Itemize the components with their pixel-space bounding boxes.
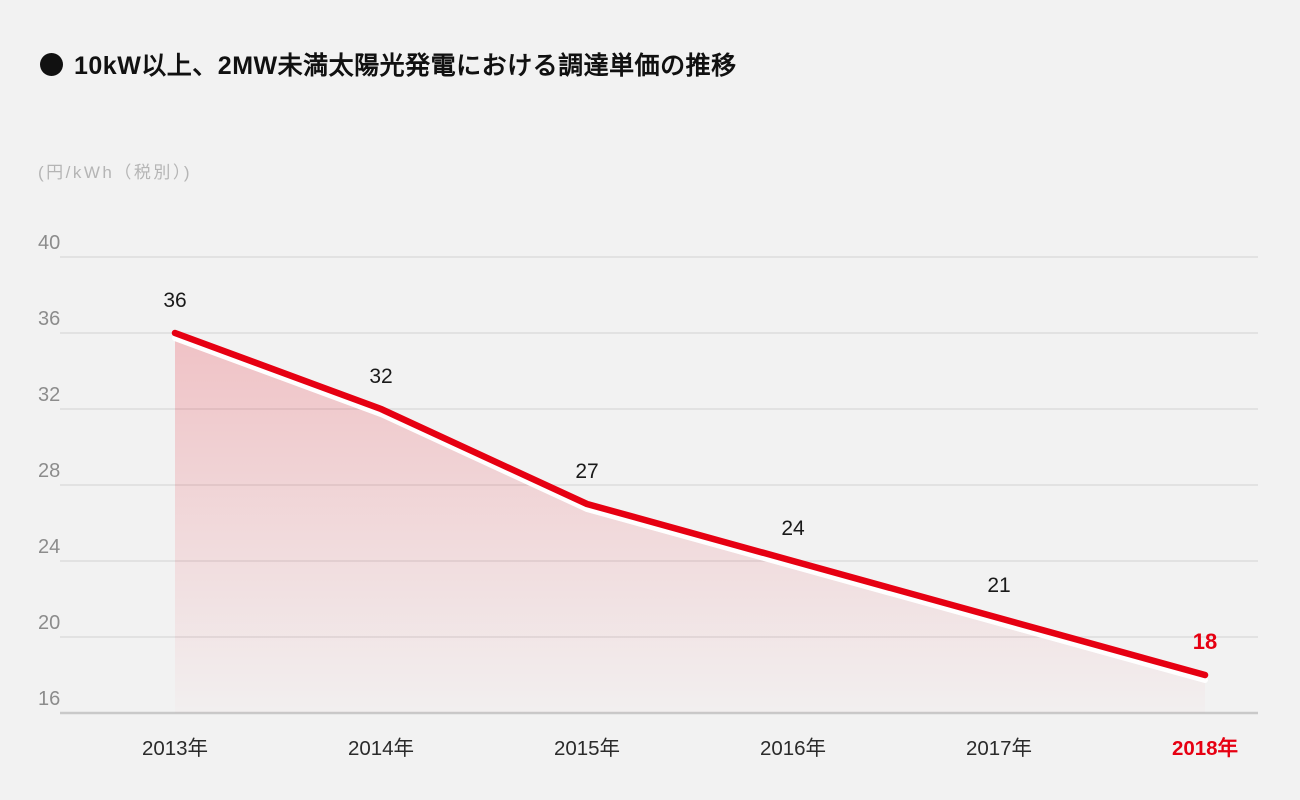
y-tick-label: 28: [38, 460, 60, 482]
chart-title: 10kW以上、2MW未満太陽光発電における調達単価の推移: [40, 46, 737, 82]
x-axis-label: 2015年: [554, 737, 620, 760]
x-axis-label: 2013年: [142, 737, 208, 760]
data-label: 36: [163, 289, 186, 312]
series-line-underlay: [172, 335, 1208, 683]
y-tick-label: 40: [38, 232, 60, 254]
y-tick-label: 16: [38, 688, 60, 710]
y-tick-label: 36: [38, 308, 60, 330]
data-label: 32: [369, 365, 392, 388]
black-circle-icon: [40, 52, 63, 76]
data-label: 21: [987, 574, 1010, 597]
data-label: 27: [575, 460, 598, 483]
chart-title-text: 10kW以上、2MW未満太陽光発電における調達単価の推移: [74, 52, 737, 80]
x-axis-label: 2017年: [966, 737, 1032, 760]
series-line: [171, 329, 1209, 679]
y-axis-unit-label: (円/kWh（税別）): [38, 163, 193, 182]
data-label: 24: [781, 517, 805, 540]
y-tick-label: 20: [38, 612, 60, 634]
x-axis-label: 2014年: [348, 737, 414, 760]
x-axis-label: 2016年: [760, 737, 826, 760]
data-label: 18: [1193, 629, 1217, 654]
area-fill: [175, 341, 1205, 713]
x-axis-label: 2018年: [1172, 736, 1238, 760]
y-tick-label: 24: [38, 536, 60, 558]
y-tick-label: 32: [38, 384, 60, 406]
